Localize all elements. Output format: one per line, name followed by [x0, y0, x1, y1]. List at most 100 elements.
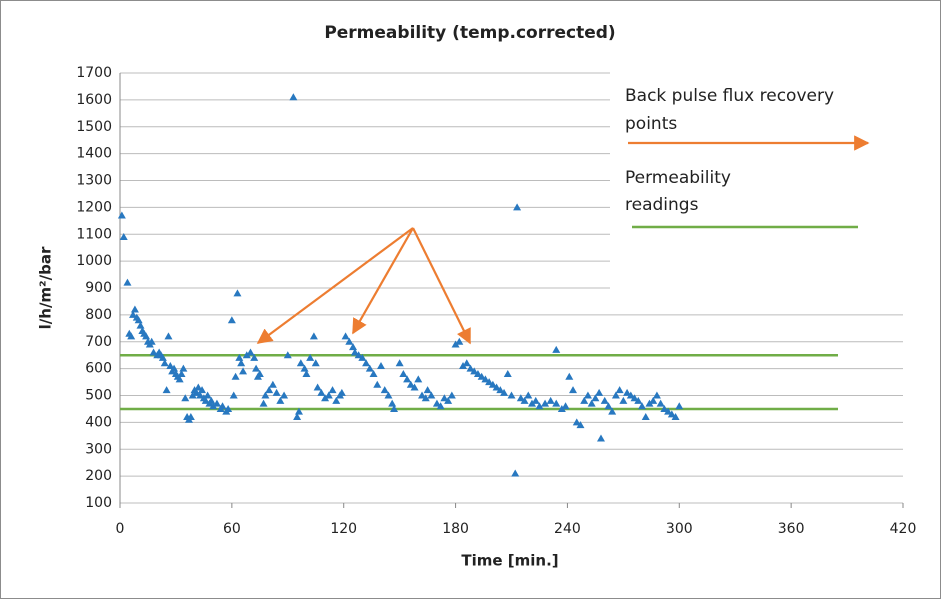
data-point: [399, 370, 408, 377]
data-point: [239, 367, 248, 375]
data-point: [242, 351, 251, 359]
x-axis-label: Time [min.]: [461, 552, 558, 570]
data-point: [341, 332, 350, 340]
y-tick-label: 900: [85, 280, 112, 296]
data-point: [485, 378, 494, 386]
data-point: [129, 310, 138, 318]
arrows: [256, 135, 870, 345]
data-point: [600, 396, 609, 404]
data-point: [283, 351, 292, 359]
data-point: [667, 410, 676, 418]
data-point: [261, 391, 270, 399]
data-point: [369, 370, 378, 377]
data-point: [595, 388, 604, 396]
data-point: [576, 421, 585, 429]
data-point: [675, 402, 684, 410]
data-point: [380, 386, 389, 394]
legend-background: [610, 66, 903, 306]
y-tick-label: 1300: [76, 173, 112, 189]
data-point: [645, 399, 654, 407]
data-point: [358, 353, 367, 361]
y-tick-label: 1200: [76, 199, 112, 215]
legend-text: readings: [625, 195, 699, 215]
data-point: [626, 391, 635, 399]
data-point: [246, 348, 255, 356]
data-point: [162, 386, 171, 394]
data-point: [634, 396, 643, 404]
data-point: [198, 386, 207, 394]
data-point: [328, 386, 337, 394]
data-point: [496, 386, 505, 394]
data-point: [237, 359, 246, 367]
data-point: [164, 332, 173, 340]
data-point: [255, 370, 264, 377]
x-tick-label: 0: [116, 521, 125, 537]
data-point: [664, 407, 673, 415]
data-point: [354, 351, 363, 359]
x-tick-label: 60: [223, 521, 241, 537]
data-point: [414, 375, 423, 383]
legend-text: points: [625, 114, 677, 134]
data-point: [403, 375, 412, 383]
data-point: [406, 380, 415, 388]
data-point: [572, 418, 581, 426]
arrow: [256, 227, 414, 344]
data-point: [117, 211, 126, 219]
data-point: [649, 396, 658, 404]
data-point: [321, 394, 330, 402]
data-point: [444, 396, 453, 404]
data-point: [280, 391, 289, 399]
data-point: [149, 348, 158, 356]
data-point: [166, 361, 175, 369]
y-tick-label: 800: [85, 307, 112, 323]
data-point: [528, 399, 537, 407]
y-tick-label: 500: [85, 388, 112, 404]
data-point: [324, 391, 333, 399]
data-point: [179, 364, 188, 372]
data-point: [259, 399, 268, 407]
data-point: [604, 402, 613, 410]
data-point: [421, 394, 430, 402]
data-point: [231, 372, 240, 380]
data-point: [233, 289, 242, 297]
data-point: [630, 394, 639, 402]
data-point: [611, 391, 620, 399]
data-point: [160, 359, 169, 367]
data-point: [229, 391, 238, 399]
data-point: [481, 375, 490, 383]
data-point: [671, 413, 680, 420]
data-point: [123, 278, 132, 286]
data-point: [377, 361, 385, 369]
y-axis-label: l/h/m²/bar: [37, 246, 55, 329]
data-point: [587, 399, 596, 407]
data-point: [134, 316, 143, 324]
data-point: [427, 391, 436, 399]
data-point: [192, 388, 201, 396]
data-point: [302, 370, 311, 377]
data-point: [194, 383, 203, 391]
data-point: [492, 383, 501, 391]
data-point: [591, 394, 600, 402]
data-point: [524, 391, 533, 399]
data-point: [207, 396, 216, 404]
data-point: [619, 396, 628, 404]
data-point: [583, 391, 592, 399]
data-point: [349, 343, 358, 351]
data-point: [212, 399, 221, 407]
data-point: [580, 396, 589, 404]
data-point: [507, 391, 516, 399]
data-point: [350, 348, 359, 356]
data-point: [552, 345, 561, 353]
data-point: [296, 359, 305, 367]
y-tick-label: 600: [85, 361, 112, 377]
data-point: [345, 337, 354, 345]
data-point: [306, 353, 315, 361]
data-point: [313, 383, 322, 391]
data-point: [608, 407, 617, 415]
data-point: [656, 399, 665, 407]
data-point: [181, 394, 190, 402]
data-point: [652, 391, 661, 399]
data-point: [516, 394, 525, 402]
data-point: [265, 386, 274, 394]
